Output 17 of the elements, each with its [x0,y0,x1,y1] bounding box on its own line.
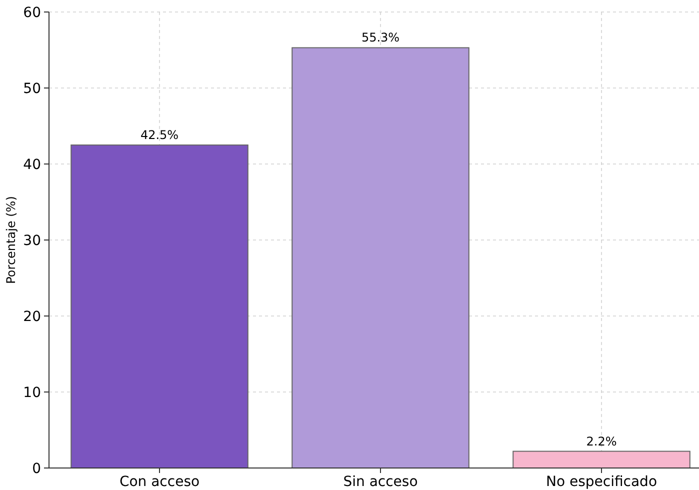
bar [292,47,470,468]
y-tick-label: 10 [23,384,41,401]
x-tick-label: Con acceso [119,474,200,490]
data-label: 2.2% [586,434,617,448]
y-tick-label: 40 [23,156,41,173]
data-label: 42.5% [140,128,179,142]
y-tick-label: 30 [23,232,41,249]
bar [70,144,248,468]
y-axis-title: Porcentaje (%) [4,196,18,284]
bar [512,450,690,468]
y-tick-label: 60 [23,4,41,21]
data-label: 55.3% [361,30,400,45]
y-tick-label: 20 [23,308,41,325]
x-tick-label: Sin acceso [343,474,418,490]
y-tick-label: 50 [23,80,41,97]
x-tick-label: No especificado [546,474,658,490]
y-tick-label: 0 [32,460,41,477]
